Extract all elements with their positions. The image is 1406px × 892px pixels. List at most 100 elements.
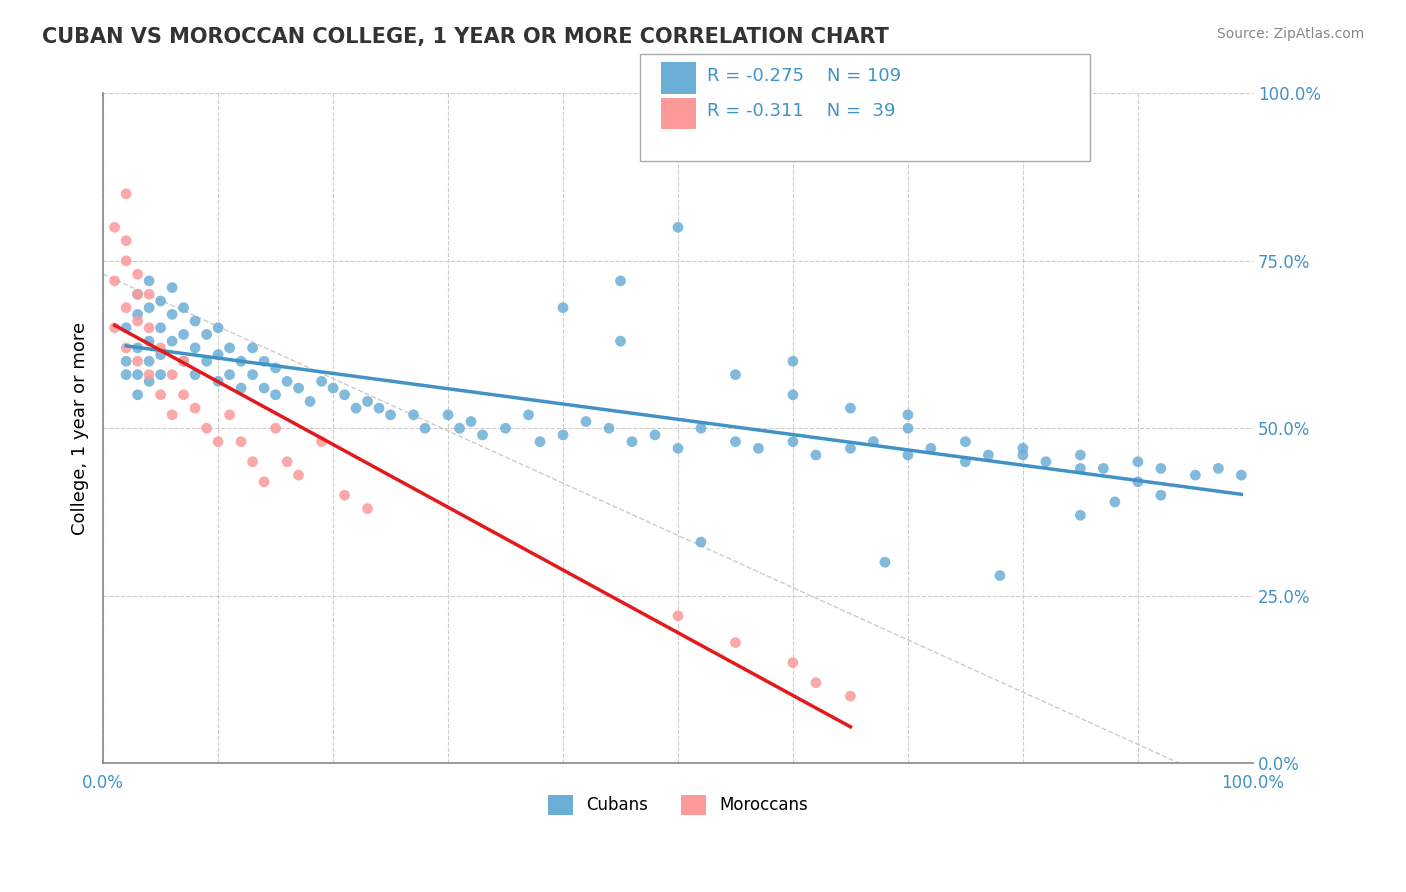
Point xyxy=(207,375,229,389)
Point xyxy=(173,354,195,368)
Point xyxy=(1208,461,1230,475)
Point xyxy=(218,341,240,355)
Point xyxy=(287,468,309,483)
Point xyxy=(115,320,138,334)
Point xyxy=(138,287,160,301)
Point xyxy=(551,428,574,442)
Point xyxy=(195,327,218,342)
Point xyxy=(356,394,378,409)
Point xyxy=(988,568,1011,582)
Point xyxy=(138,375,160,389)
Point xyxy=(333,488,356,502)
Point xyxy=(839,442,862,456)
Point xyxy=(1126,455,1149,469)
Point xyxy=(380,408,402,422)
Point xyxy=(253,354,276,368)
Point xyxy=(897,408,920,422)
Point xyxy=(138,368,160,382)
Point xyxy=(1069,508,1091,523)
Point xyxy=(173,327,195,342)
Point xyxy=(115,301,138,315)
Point xyxy=(173,301,195,315)
Point xyxy=(160,334,183,348)
Point xyxy=(138,320,160,334)
Point xyxy=(127,354,149,368)
Point xyxy=(609,334,631,348)
Point xyxy=(127,341,149,355)
Point xyxy=(287,381,309,395)
Point xyxy=(218,368,240,382)
Point xyxy=(529,434,551,449)
Point xyxy=(173,388,195,402)
Point xyxy=(299,394,322,409)
Point xyxy=(897,421,920,435)
Point xyxy=(115,354,138,368)
Text: R = -0.311    N =  39: R = -0.311 N = 39 xyxy=(707,103,896,120)
Point xyxy=(149,348,172,362)
Point xyxy=(368,401,391,416)
Point xyxy=(356,501,378,516)
Point xyxy=(264,421,287,435)
Point xyxy=(207,348,229,362)
Point xyxy=(724,368,747,382)
Point xyxy=(149,388,172,402)
Point xyxy=(1126,475,1149,489)
Point xyxy=(495,421,517,435)
Point xyxy=(173,354,195,368)
Text: CUBAN VS MOROCCAN COLLEGE, 1 YEAR OR MORE CORRELATION CHART: CUBAN VS MOROCCAN COLLEGE, 1 YEAR OR MOR… xyxy=(42,27,889,46)
Point xyxy=(253,381,276,395)
Point xyxy=(782,388,804,402)
Text: Source: ZipAtlas.com: Source: ZipAtlas.com xyxy=(1216,27,1364,41)
Point xyxy=(724,635,747,649)
Point xyxy=(242,368,264,382)
Point xyxy=(218,408,240,422)
Point xyxy=(207,320,229,334)
Point xyxy=(1069,448,1091,462)
Point xyxy=(160,307,183,321)
Point xyxy=(1012,448,1035,462)
Y-axis label: College, 1 year or more: College, 1 year or more xyxy=(72,322,89,535)
Point xyxy=(598,421,620,435)
Point xyxy=(782,354,804,368)
Point xyxy=(804,675,827,690)
Point xyxy=(1184,468,1206,483)
Point xyxy=(311,434,333,449)
Point xyxy=(311,375,333,389)
Point xyxy=(1230,468,1253,483)
Point xyxy=(127,368,149,382)
Point xyxy=(955,455,977,469)
Point xyxy=(344,401,367,416)
Point xyxy=(184,401,207,416)
Point xyxy=(920,442,942,456)
Point xyxy=(149,320,172,334)
Point xyxy=(862,434,884,449)
Point xyxy=(460,415,482,429)
Point xyxy=(160,408,183,422)
Point xyxy=(517,408,540,422)
Point xyxy=(207,434,229,449)
Legend: Cubans, Moroccans: Cubans, Moroccans xyxy=(541,789,815,822)
Point xyxy=(253,475,276,489)
Point xyxy=(242,455,264,469)
Point xyxy=(115,253,138,268)
Point xyxy=(471,428,494,442)
Point xyxy=(138,334,160,348)
Point xyxy=(609,274,631,288)
Point xyxy=(666,442,689,456)
Point xyxy=(977,448,1000,462)
Point xyxy=(127,287,149,301)
Point xyxy=(690,535,713,549)
Point xyxy=(839,689,862,703)
Point xyxy=(127,267,149,281)
Point xyxy=(115,186,138,201)
Point xyxy=(160,280,183,294)
Point xyxy=(229,354,252,368)
Point xyxy=(782,656,804,670)
Point xyxy=(1035,455,1057,469)
Point xyxy=(104,274,127,288)
Point xyxy=(160,368,183,382)
Point xyxy=(620,434,643,449)
Point xyxy=(115,368,138,382)
Point xyxy=(413,421,436,435)
Point xyxy=(229,434,252,449)
